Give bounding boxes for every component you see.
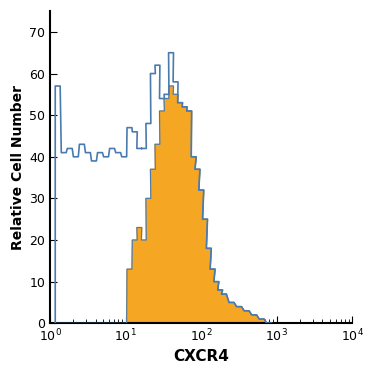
Polygon shape: [55, 86, 272, 323]
Y-axis label: Relative Cell Number: Relative Cell Number: [11, 85, 25, 250]
X-axis label: CXCR4: CXCR4: [173, 349, 229, 364]
